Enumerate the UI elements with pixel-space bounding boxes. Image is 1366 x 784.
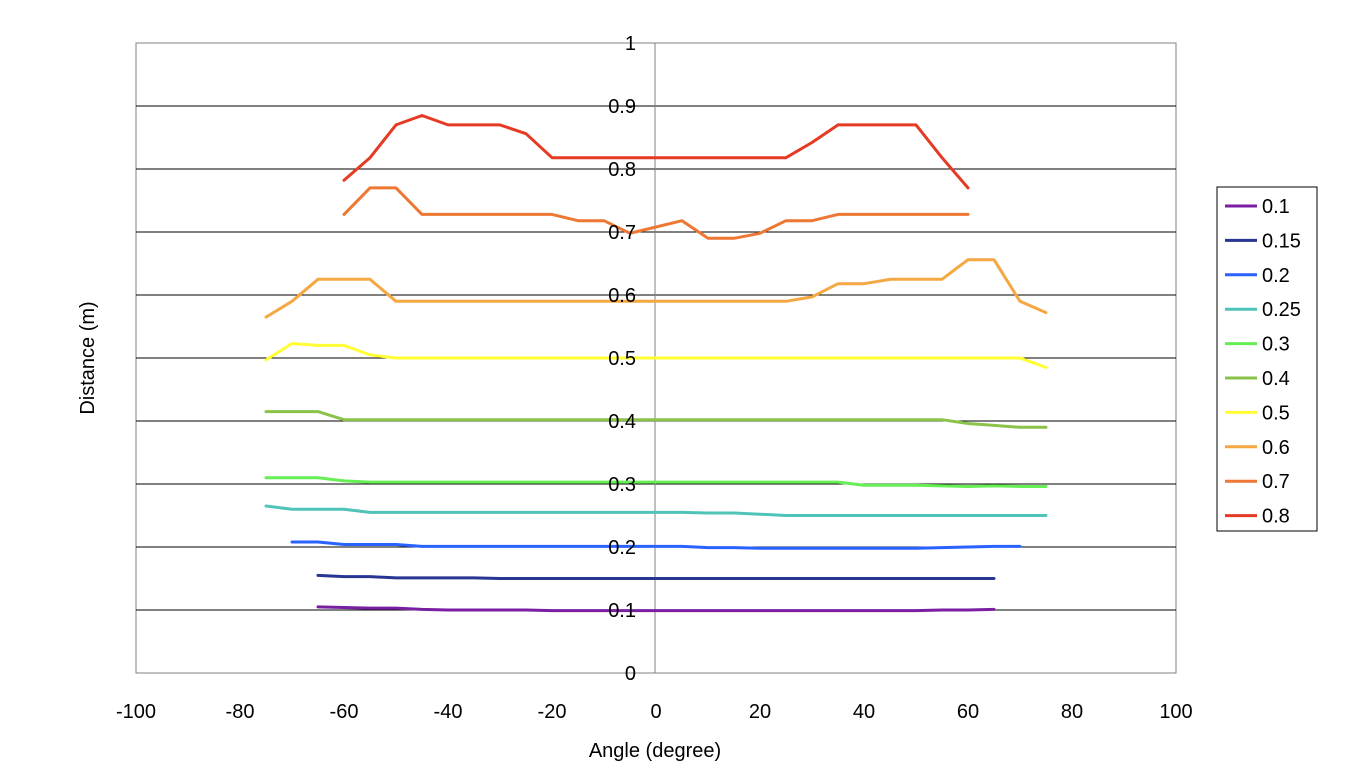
x-tick-label: 40 (853, 701, 875, 723)
legend-label-0.7: 0.7 (1262, 471, 1290, 493)
series-line-0.5 (264, 342, 1048, 369)
x-tick-label: -60 (330, 701, 359, 723)
x-tick-label: 20 (749, 701, 771, 723)
legend-box (1216, 186, 1318, 532)
legend-label-0.4: 0.4 (1262, 368, 1290, 390)
y-tick-label: 0.8 (608, 159, 636, 181)
x-tick-label: 60 (957, 701, 979, 723)
x-tick-label: 0 (650, 701, 661, 723)
legend-label-0.6: 0.6 (1262, 437, 1290, 459)
y-tick-label: 1 (625, 33, 636, 55)
x-tick-label: -80 (226, 701, 255, 723)
legend-label-0.2: 0.2 (1262, 265, 1290, 287)
y-tick-label: 0.2 (608, 537, 636, 559)
x-tick-label: 100 (1159, 701, 1192, 723)
legend-label-0.15: 0.15 (1262, 230, 1301, 252)
legend-label-0.25: 0.25 (1262, 299, 1301, 321)
legend-label-0.5: 0.5 (1262, 402, 1290, 424)
series-line-0.3 (264, 476, 1048, 488)
series-line-0.8 (342, 114, 970, 190)
legend-label-0.1: 0.1 (1262, 196, 1290, 218)
y-tick-label: 0.1 (608, 600, 636, 622)
series-line-0.7 (342, 186, 970, 240)
series-line-0.15 (316, 573, 996, 580)
y-axis-label: Distance (m) (77, 301, 99, 414)
y-tick-label: 0 (625, 663, 636, 685)
series-line-0.6 (264, 258, 1048, 319)
y-tick-label: 0.9 (608, 96, 636, 118)
y-tick-label: 0.6 (608, 285, 636, 307)
x-axis-label: Angle (degree) (589, 740, 721, 762)
legend: 0.1 0.15 0.2 0.25 0.3 0.4 0.5 0.6 0.7 0.8 (1216, 186, 1318, 532)
y-tick-label: 0.4 (608, 411, 636, 433)
series-line-0.2 (290, 540, 1022, 550)
y-tick-label: 0.5 (608, 348, 636, 370)
gridlines (136, 105, 1176, 611)
y-tick-label: 0.7 (608, 222, 636, 244)
x-tick-label: -40 (434, 701, 463, 723)
legend-label-0.8: 0.8 (1262, 506, 1290, 528)
legend-label-0.3: 0.3 (1262, 334, 1290, 356)
series-line-0.4 (264, 410, 1048, 429)
series-line-0.25 (264, 504, 1048, 517)
x-tick-label: 80 (1061, 701, 1083, 723)
y-tick-label: 0.3 (608, 474, 636, 496)
x-tick-label: -100 (116, 701, 156, 723)
x-tick-labels: -100 -80 -60 -40 -20 0 20 40 60 80 100 (116, 701, 1193, 723)
y-tick-labels: 0 0.1 0.2 0.3 0.4 0.5 0.6 0.7 0.8 0.9 1 (608, 33, 636, 685)
x-tick-label: -20 (538, 701, 567, 723)
series-layer (264, 114, 1048, 613)
series-line-0.1 (316, 605, 996, 613)
